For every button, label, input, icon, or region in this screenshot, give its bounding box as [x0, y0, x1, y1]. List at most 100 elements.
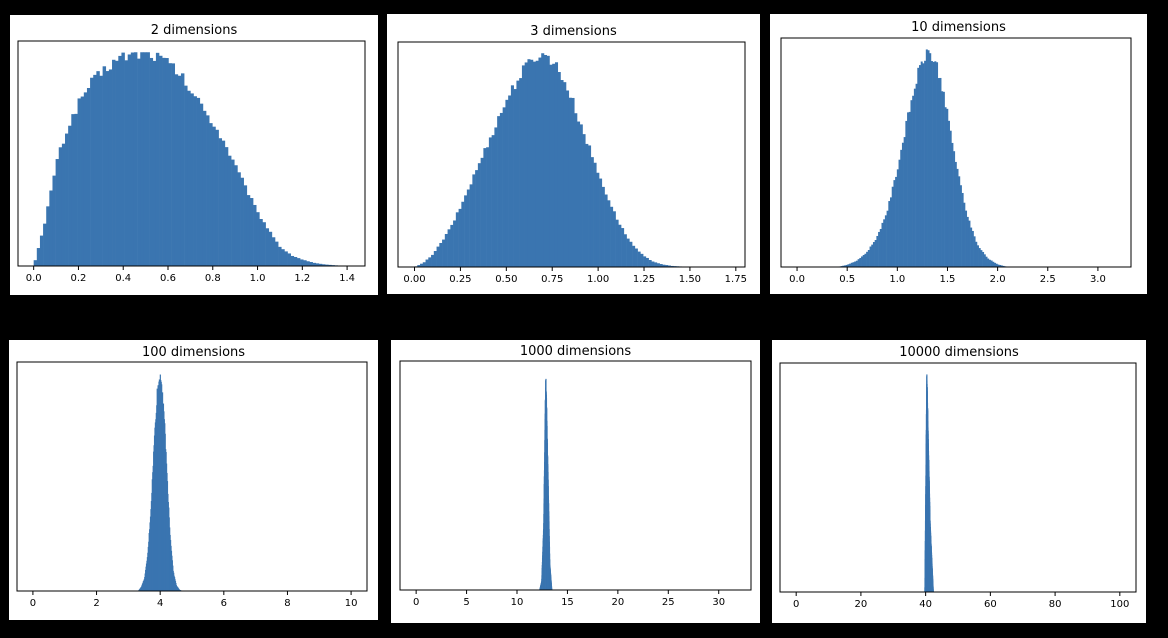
histogram-bar	[105, 71, 110, 266]
histogram-bar	[890, 197, 893, 267]
histogram-bar	[510, 85, 514, 267]
histogram-bar	[932, 589, 934, 592]
histogram-bar	[65, 133, 69, 266]
histogram-bar	[917, 67, 920, 267]
x-tick-label: 0	[30, 598, 36, 609]
histogram-bar	[33, 260, 38, 266]
histogram-bar	[461, 201, 465, 267]
histogram-bar	[843, 265, 846, 267]
histogram-bar	[878, 231, 881, 267]
histogram-bar	[881, 222, 884, 267]
histogram-bar	[585, 143, 589, 267]
histogram-bar	[579, 124, 583, 268]
histogram-bar	[577, 121, 581, 267]
x-tick-label: 1.50	[679, 274, 701, 285]
histogram-bar	[626, 238, 630, 267]
panel-title: 100 dimensions	[141, 345, 246, 360]
histogram-bar	[466, 189, 470, 267]
histogram-bar	[165, 58, 169, 266]
plot-frame	[17, 40, 366, 267]
histogram-bar	[262, 222, 266, 266]
histogram-panel-10d: 10 dimensions 0.0 0.5 1.0 1.5 2.0 2.5 3.0	[770, 14, 1147, 294]
histogram-bar	[975, 241, 978, 267]
histogram-bar	[855, 260, 858, 267]
x-tick-label: 15	[561, 597, 574, 608]
histogram-bar	[543, 54, 548, 267]
histogram-bar	[227, 155, 232, 266]
histogram-bar	[968, 220, 971, 267]
histogram-bar	[488, 137, 492, 267]
histogram-bar	[961, 192, 964, 267]
x-tick-label: 100	[1110, 599, 1129, 610]
histogram-bar	[861, 256, 864, 267]
histogram-bar	[300, 259, 304, 266]
histogram-bar	[505, 99, 509, 268]
histogram-bar	[905, 120, 908, 267]
histogram-bar	[190, 93, 194, 266]
histogram-bar	[196, 97, 201, 266]
histogram-bar	[293, 257, 298, 266]
histogram-bar	[883, 219, 886, 267]
histogram-bar	[253, 204, 257, 266]
histogram-bar	[896, 169, 899, 267]
histogram-bar	[417, 265, 421, 267]
histogram-bar	[854, 261, 857, 267]
histogram-bar	[900, 149, 903, 267]
histogram-bar	[431, 254, 435, 267]
histogram-panel-10000d: 10000 dimensions 0 20 40 60 80 100	[772, 340, 1146, 623]
histogram-panel-100d: 100 dimensions 0 2 4 6 8 10	[9, 340, 378, 620]
histogram-bar	[184, 85, 188, 267]
histogram-bar	[237, 172, 241, 266]
histogram-bar	[941, 91, 944, 267]
x-tick-label: 40	[919, 599, 932, 610]
histogram-bar	[662, 264, 666, 267]
histogram-bar	[278, 246, 282, 266]
histogram-panel-2d: 2 dimensions 0.0 0.2 0.4 0.6 0.8 1.0 1.2 1.4	[10, 15, 378, 295]
histogram-bar	[168, 63, 172, 266]
histogram-bar	[554, 62, 559, 267]
histogram-bar	[259, 218, 263, 266]
histogram-bar	[224, 147, 229, 266]
histogram-bar	[328, 264, 332, 266]
x-tick-label: 1.0	[250, 273, 266, 284]
histogram-bar	[439, 242, 443, 267]
histogram-bar	[477, 163, 481, 267]
histogram-bar	[621, 228, 625, 267]
x-tick-label: 60	[984, 599, 997, 610]
histogram-bar	[637, 251, 641, 267]
histogram-bar	[99, 75, 103, 266]
histogram-bar	[86, 87, 91, 266]
histogram-bar	[912, 95, 915, 267]
histogram-bar	[249, 198, 254, 266]
histogram-bar	[450, 224, 454, 267]
histogram-bar	[867, 249, 870, 267]
histogram-bar	[231, 159, 235, 266]
histogram-bar	[888, 201, 891, 267]
plot-frame	[779, 362, 1137, 593]
histogram-bar	[519, 78, 523, 267]
histogram-bar	[629, 241, 633, 267]
histogram-bar	[640, 253, 644, 267]
histogram-bar	[521, 65, 525, 267]
histogram-bar	[83, 92, 88, 266]
histogram-plot: 0 20 40 60 80 100	[779, 362, 1137, 610]
histogram-bar	[271, 237, 276, 266]
histogram-bar	[985, 256, 988, 267]
histogram-bar	[290, 255, 295, 266]
x-tick-label: 2	[93, 598, 99, 609]
histogram-panel-3d: 3 dimensions 0.00 0.25 0.50 0.75 1.00 1.25 1.5…	[387, 14, 760, 294]
histogram-plot: 0 2 4 6 8 10	[16, 361, 368, 609]
histogram-bar	[659, 264, 663, 267]
histogram-bar	[903, 137, 906, 267]
x-tick-label: 1.00	[587, 274, 609, 285]
histogram-bar	[944, 107, 947, 267]
histogram-bar	[568, 97, 572, 267]
x-tick-label: 8	[284, 598, 290, 609]
histogram-bar	[947, 120, 950, 268]
x-tick-label: 0	[793, 599, 799, 610]
histogram-bar	[140, 52, 144, 266]
histogram-bar	[532, 61, 536, 268]
histogram-bar	[895, 176, 898, 267]
histogram-bar	[651, 261, 655, 267]
histogram-bar	[453, 220, 457, 267]
